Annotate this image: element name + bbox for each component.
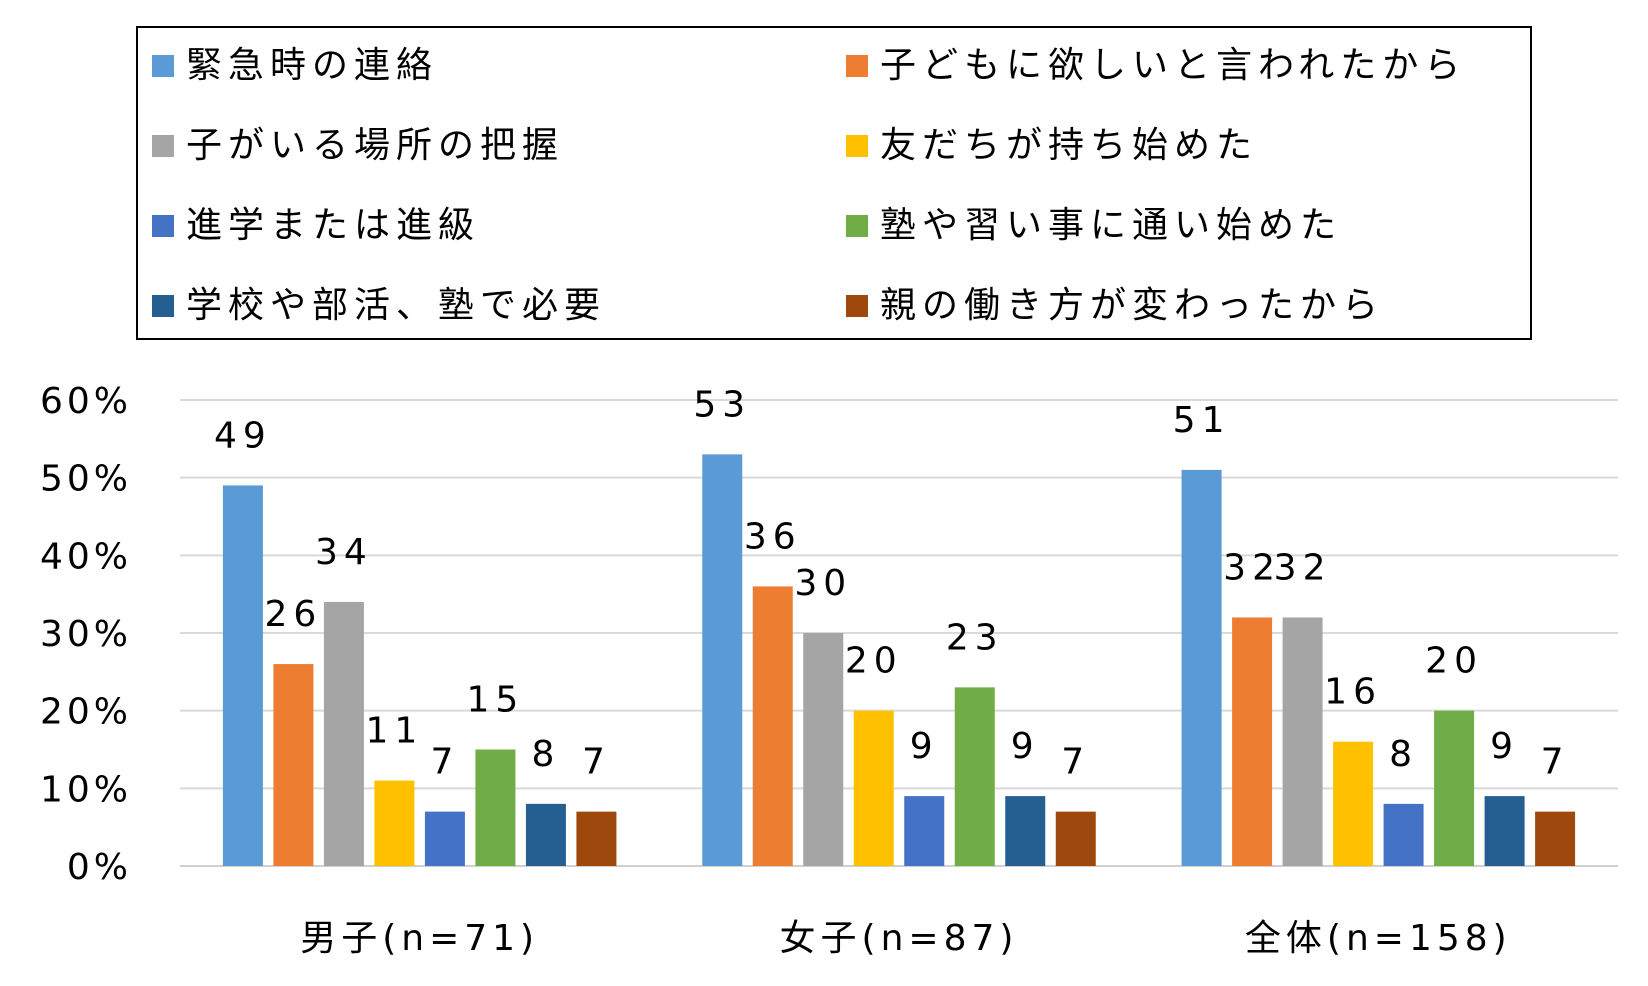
legend-swatch bbox=[152, 295, 174, 317]
data-label: 36 bbox=[744, 516, 802, 557]
data-label: 49 bbox=[214, 415, 272, 456]
data-label: 34 bbox=[315, 532, 373, 573]
bars bbox=[222, 454, 1576, 866]
bar bbox=[1005, 796, 1046, 866]
data-label: 53 bbox=[693, 384, 751, 425]
data-label: 7 bbox=[430, 742, 459, 783]
bar bbox=[222, 485, 263, 866]
x-axis-ticks: 男子(n=71) 女子(n=87) 全体(n=158) bbox=[300, 918, 1512, 959]
legend-label: 塾や習い事に通い始めた bbox=[880, 205, 1343, 246]
y-tick-label: 40% bbox=[40, 536, 132, 577]
bar bbox=[1333, 741, 1374, 866]
bar bbox=[1181, 469, 1222, 866]
data-label: 7 bbox=[1061, 742, 1090, 783]
data-label: 9 bbox=[1011, 726, 1040, 767]
data-label: 30 bbox=[794, 563, 852, 604]
data-label: 11 bbox=[366, 711, 424, 752]
bar bbox=[752, 586, 793, 866]
y-axis-ticks: 0% 10% 20% 30% 40% 50% 60% bbox=[40, 381, 132, 888]
y-tick-label: 0% bbox=[67, 847, 132, 888]
legend-item: 子どもに欲しいと言われたから bbox=[846, 46, 1466, 86]
legend-item: 友だちが持ち始めた bbox=[846, 126, 1258, 166]
legend-item: 学校や部活、塾で必要 bbox=[152, 286, 606, 326]
data-label: 8 bbox=[531, 734, 560, 775]
bar bbox=[1484, 796, 1525, 866]
bar bbox=[1055, 811, 1096, 866]
y-tick-label: 60% bbox=[40, 381, 132, 422]
bar bbox=[475, 749, 516, 866]
bar bbox=[954, 687, 995, 866]
x-tick-label: 男子(n=71) bbox=[300, 918, 539, 959]
data-label: 23 bbox=[946, 617, 1004, 658]
x-tick-label: 全体(n=158) bbox=[1245, 918, 1512, 959]
legend-item: 親の働き方が変わったから bbox=[846, 286, 1384, 326]
legend-label: 子どもに欲しいと言われたから bbox=[880, 45, 1467, 86]
data-label: 32 bbox=[1223, 547, 1281, 588]
legend-swatch bbox=[152, 135, 174, 157]
bar bbox=[1232, 617, 1273, 866]
x-tick-label: 女子(n=87) bbox=[780, 918, 1019, 959]
legend-item: 塾や習い事に通い始めた bbox=[846, 206, 1342, 246]
y-tick-label: 10% bbox=[40, 769, 132, 810]
bar bbox=[1434, 710, 1475, 866]
bar bbox=[424, 811, 465, 866]
bar bbox=[273, 664, 314, 866]
data-label: 15 bbox=[467, 680, 525, 721]
data-label: 7 bbox=[1541, 742, 1570, 783]
y-tick-label: 20% bbox=[40, 692, 132, 733]
data-label: 16 bbox=[1324, 672, 1382, 713]
bar bbox=[1383, 803, 1424, 866]
y-tick-label: 30% bbox=[40, 614, 132, 655]
bar bbox=[374, 780, 415, 866]
legend-item: 進学または進級 bbox=[152, 206, 480, 246]
bar bbox=[525, 803, 566, 866]
data-label: 9 bbox=[910, 726, 939, 767]
legend-label: 学校や部活、塾で必要 bbox=[186, 285, 607, 326]
data-label: 20 bbox=[1425, 641, 1483, 682]
data-label: 9 bbox=[1490, 726, 1519, 767]
legend-label: 子がいる場所の把握 bbox=[186, 125, 565, 166]
bar bbox=[1535, 811, 1576, 866]
data-label: 26 bbox=[265, 594, 323, 635]
legend-label: 友だちが持ち始めた bbox=[880, 125, 1259, 166]
bar bbox=[1282, 617, 1323, 866]
data-label: 20 bbox=[845, 641, 903, 682]
legend-item: 子がいる場所の把握 bbox=[152, 126, 564, 166]
legend-label: 親の働き方が変わったから bbox=[880, 285, 1385, 326]
legend: 緊急時の連絡 子どもに欲しいと言われたから子がいる場所の把握 友だちが持ち始めた進学… bbox=[136, 26, 1532, 340]
legend-swatch bbox=[846, 55, 868, 77]
data-label: 7 bbox=[582, 742, 611, 783]
bar bbox=[576, 811, 617, 866]
legend-item: 緊急時の連絡 bbox=[152, 46, 438, 86]
legend-label: 緊急時の連絡 bbox=[186, 45, 439, 86]
bar bbox=[803, 633, 844, 866]
y-tick-label: 50% bbox=[40, 459, 132, 500]
gridlines bbox=[180, 399, 1618, 867]
legend-swatch bbox=[846, 295, 868, 317]
legend-label: 進学または進級 bbox=[186, 205, 481, 246]
data-label: 32 bbox=[1274, 547, 1332, 588]
legend-swatch bbox=[846, 135, 868, 157]
legend-swatch bbox=[846, 215, 868, 237]
data-label: 8 bbox=[1389, 734, 1418, 775]
legend-swatch bbox=[152, 215, 174, 237]
bar bbox=[853, 710, 894, 866]
data-label: 51 bbox=[1173, 400, 1231, 441]
legend-swatch bbox=[152, 55, 174, 77]
bar bbox=[323, 601, 364, 866]
bar bbox=[702, 454, 743, 866]
bar bbox=[904, 796, 945, 866]
